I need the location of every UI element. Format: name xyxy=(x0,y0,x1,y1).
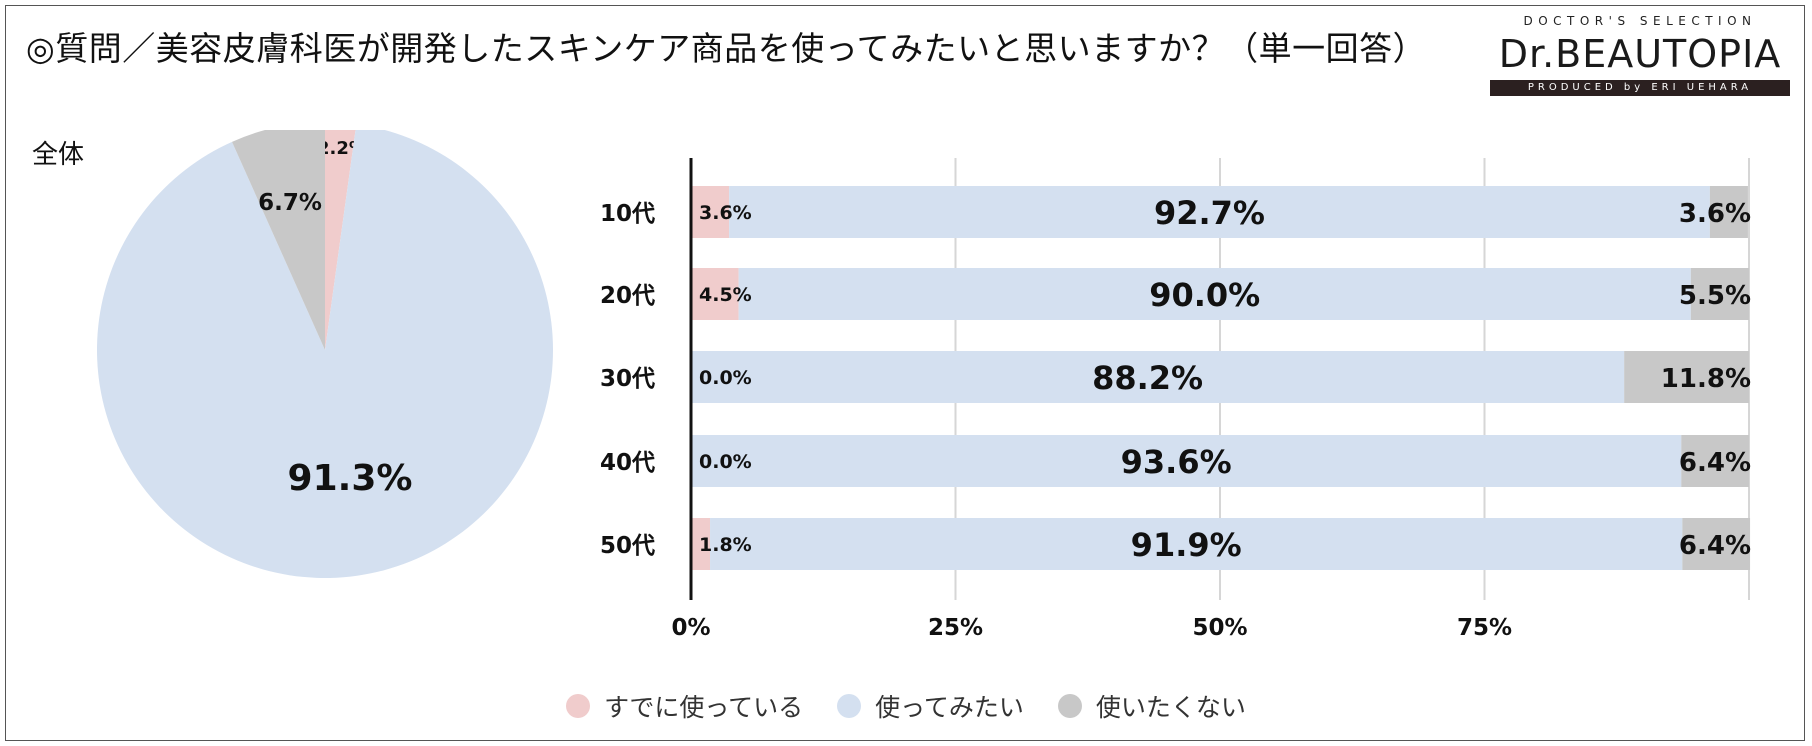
brand-producer: PRODUCED by ERI UEHARA xyxy=(1490,80,1790,96)
category-label-3: 40代 xyxy=(600,450,655,476)
category-label-2: 30代 xyxy=(600,366,655,392)
bar-segment-4-0 xyxy=(691,518,711,570)
data-label-3-2: 6.4% xyxy=(1679,448,1751,478)
legend-item-using: すでに使っている xyxy=(566,688,803,724)
pie-label-1: 91.3% xyxy=(288,458,413,499)
data-label-1-0: 4.5% xyxy=(699,284,752,306)
category-label-1: 20代 xyxy=(600,283,655,309)
data-label-3-0: 0.0% xyxy=(699,451,752,473)
data-label-0-2: 3.6% xyxy=(1679,199,1751,229)
bar-segment-1-1 xyxy=(738,268,1691,320)
data-label-0-1: 92.7% xyxy=(1154,194,1265,232)
brand-logo: DOCTOR'S SELECTION Dr.BEAUTOPIA PRODUCED… xyxy=(1490,14,1790,96)
legend-item-want: 使ってみたい xyxy=(837,688,1024,724)
data-label-4-0: 1.8% xyxy=(699,534,752,556)
legend-label-want: 使ってみたい xyxy=(875,693,1024,722)
x-tick-label-0: 0% xyxy=(671,615,710,641)
legend-item-not: 使いたくない xyxy=(1057,688,1246,724)
legend-swatch-using xyxy=(566,694,591,718)
data-label-0-0: 3.6% xyxy=(699,202,752,224)
bar-segment-1-2 xyxy=(1690,268,1749,320)
legend-label-using: すでに使っている xyxy=(604,693,804,722)
x-tick-label-2: 50% xyxy=(1192,615,1247,641)
data-label-2-1: 88.2% xyxy=(1092,359,1203,397)
pie-slice-2 xyxy=(232,130,325,350)
x-tick-label-3: 75% xyxy=(1457,615,1512,641)
category-label-0: 10代 xyxy=(600,201,655,227)
data-label-2-2: 11.8% xyxy=(1661,364,1751,394)
data-label-4-2: 6.4% xyxy=(1679,531,1751,561)
bar-segment-0-0 xyxy=(691,186,730,238)
data-label-2-0: 0.0% xyxy=(699,367,752,389)
brand-tagline: DOCTOR'S SELECTION xyxy=(1523,14,1757,28)
pie-title: 全体 xyxy=(32,140,84,170)
data-label-3-1: 93.6% xyxy=(1121,443,1232,481)
legend-swatch-not xyxy=(1057,694,1082,718)
pie-slice-1 xyxy=(97,130,553,578)
bar-segment-3-1 xyxy=(691,435,1682,487)
bar-segment-2-2 xyxy=(1624,351,1749,403)
bar-segment-1-0 xyxy=(691,268,739,320)
bar-segment-0-2 xyxy=(1709,186,1748,238)
bar-segment-4-1 xyxy=(710,518,1683,570)
bar-segment-4-2 xyxy=(1682,518,1751,570)
data-label-4-1: 91.9% xyxy=(1131,526,1242,564)
legend-swatch-want xyxy=(837,694,862,718)
chart-frame xyxy=(5,5,1805,741)
x-tick-label-1: 25% xyxy=(928,615,983,641)
stacked-bar-chart: 10代 3.6% 92.7% 3.6% 20代 4.5% 90.0% 5.5% 30代 0.0% 8… xyxy=(600,158,1751,641)
legend-label-not: 使いたくない xyxy=(1095,693,1246,722)
page-title: ◎質問／美容皮膚科医が開発したスキンケア商品を使ってみたいと思いますか？（単一回… xyxy=(26,29,1427,68)
chart-legend: すでに使っている 使ってみたい 使いたくない xyxy=(0,688,1812,724)
pie-label-2: 6.7% xyxy=(258,190,322,216)
pie-slice-0 xyxy=(325,130,356,350)
category-label-4: 50代 xyxy=(600,533,655,559)
data-label-1-2: 5.5% xyxy=(1679,281,1751,311)
bar-segment-3-2 xyxy=(1681,435,1749,487)
brand-name: Dr.BEAUTOPIA xyxy=(1498,32,1782,76)
data-label-1-1: 90.0% xyxy=(1149,276,1260,314)
bar-segment-2-1 xyxy=(691,351,1625,403)
pie-chart: 全体 2.2%91.3%6.7% xyxy=(32,130,553,578)
bar-segment-0-1 xyxy=(729,186,1710,238)
